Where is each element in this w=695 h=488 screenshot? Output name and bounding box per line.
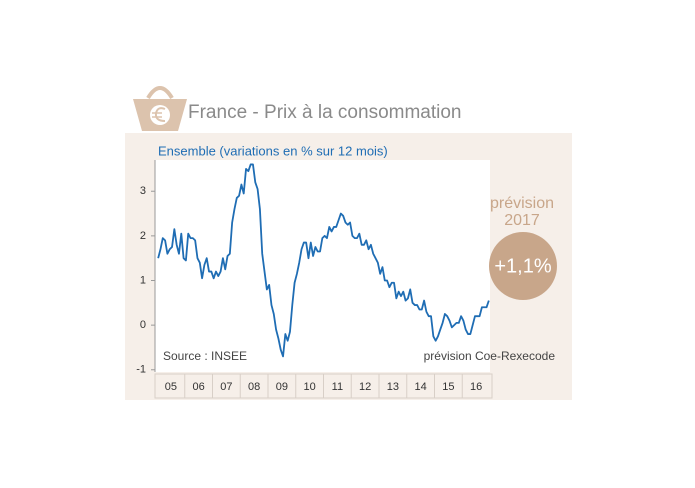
forecast-label: 2017 xyxy=(504,212,540,229)
forecast-label: prévision xyxy=(490,195,554,212)
note: prévision Coe-Rexecode xyxy=(424,349,556,363)
y-tick-label: 2 xyxy=(140,230,146,242)
x-tick-label: 10 xyxy=(304,381,316,393)
y-tick-label: -1 xyxy=(136,364,146,376)
forecast-circle xyxy=(489,232,557,300)
y-tick-label: 1 xyxy=(140,274,146,286)
forecast-value: +1,1% xyxy=(494,255,551,277)
x-tick-label: 12 xyxy=(359,381,371,393)
x-tick-label: 14 xyxy=(415,381,427,393)
data-line xyxy=(157,163,490,358)
subtitle: Ensemble (variations en % sur 12 mois) xyxy=(158,143,388,158)
x-tick-label: 13 xyxy=(387,381,399,393)
source: Source : INSEE xyxy=(163,349,247,363)
x-tick-label: 05 xyxy=(165,381,177,393)
x-tick-label: 09 xyxy=(276,381,288,393)
x-tick-label: 07 xyxy=(220,381,232,393)
basket-icon xyxy=(133,86,187,131)
x-tick-label: 15 xyxy=(442,381,454,393)
y-tick-label: 3 xyxy=(140,185,146,197)
chart-title: France - Prix à la consommation xyxy=(188,102,462,123)
plot-area xyxy=(155,160,490,372)
x-tick-label: 06 xyxy=(193,381,205,393)
x-tick-label: 11 xyxy=(332,381,343,393)
y-tick-label: 0 xyxy=(140,319,146,331)
x-tick-label: 16 xyxy=(470,381,482,393)
x-tick-label: 08 xyxy=(248,381,260,393)
